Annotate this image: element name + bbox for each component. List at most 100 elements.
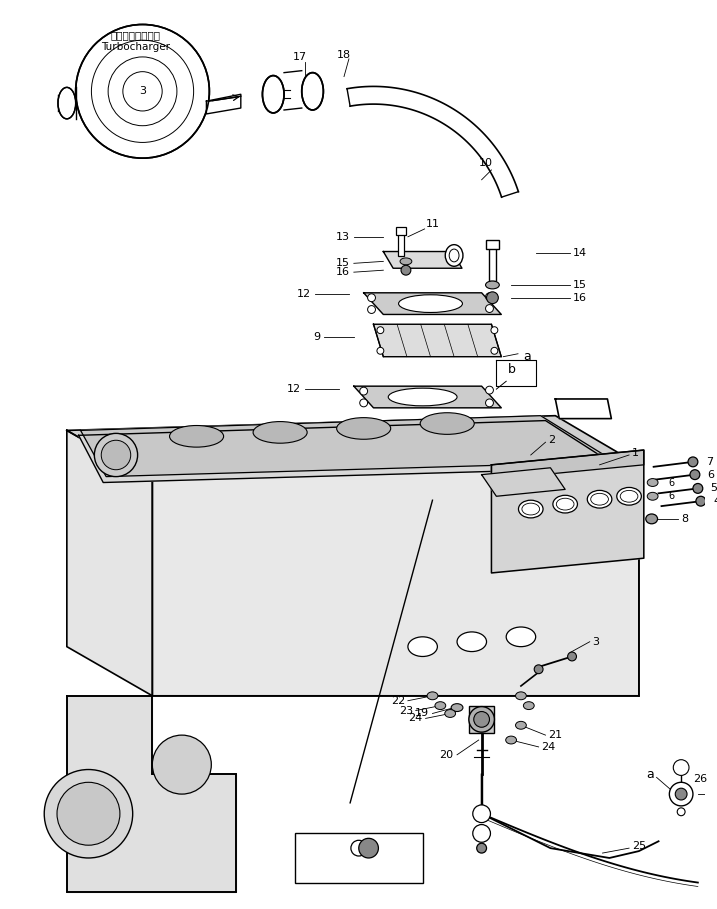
Ellipse shape bbox=[427, 692, 438, 700]
Ellipse shape bbox=[377, 347, 384, 355]
Ellipse shape bbox=[445, 245, 463, 266]
Ellipse shape bbox=[399, 295, 462, 313]
Text: 6: 6 bbox=[708, 470, 715, 480]
Text: 18: 18 bbox=[337, 50, 351, 60]
Polygon shape bbox=[67, 431, 152, 695]
Ellipse shape bbox=[58, 87, 76, 119]
Circle shape bbox=[152, 735, 212, 794]
Circle shape bbox=[673, 760, 689, 775]
Polygon shape bbox=[206, 95, 241, 114]
Ellipse shape bbox=[587, 490, 612, 508]
Bar bbox=[398, 229, 404, 256]
Text: 15: 15 bbox=[573, 280, 587, 290]
Text: 3: 3 bbox=[139, 86, 146, 96]
Ellipse shape bbox=[485, 293, 493, 301]
Text: 24: 24 bbox=[409, 714, 422, 724]
Text: b: b bbox=[508, 363, 516, 376]
Ellipse shape bbox=[518, 500, 543, 518]
Ellipse shape bbox=[485, 386, 493, 395]
Polygon shape bbox=[384, 252, 462, 268]
Ellipse shape bbox=[647, 478, 658, 486]
Ellipse shape bbox=[400, 258, 412, 265]
Text: 6: 6 bbox=[668, 491, 675, 501]
Text: 20: 20 bbox=[439, 750, 453, 760]
Polygon shape bbox=[364, 293, 501, 315]
Text: 26: 26 bbox=[693, 774, 707, 784]
Ellipse shape bbox=[420, 413, 474, 435]
Polygon shape bbox=[491, 450, 644, 573]
Text: 9: 9 bbox=[313, 332, 320, 342]
Text: 16: 16 bbox=[336, 267, 350, 277]
Ellipse shape bbox=[360, 399, 368, 407]
Ellipse shape bbox=[506, 627, 536, 646]
Circle shape bbox=[57, 783, 120, 845]
Text: Engine  No. 97284～: Engine No. 97284～ bbox=[297, 874, 393, 884]
Polygon shape bbox=[491, 450, 644, 480]
Bar bbox=[295, 834, 422, 883]
Bar bbox=[485, 240, 499, 248]
Text: 25: 25 bbox=[632, 841, 646, 851]
Ellipse shape bbox=[451, 704, 463, 712]
Text: FWD: FWD bbox=[567, 404, 593, 414]
Polygon shape bbox=[556, 399, 612, 419]
Text: 7: 7 bbox=[706, 457, 713, 467]
Bar bbox=[488, 242, 496, 281]
Ellipse shape bbox=[688, 457, 698, 467]
Text: 8: 8 bbox=[681, 514, 688, 524]
Ellipse shape bbox=[568, 652, 576, 661]
Text: 適用号機: 適用号機 bbox=[297, 864, 320, 874]
Polygon shape bbox=[67, 415, 639, 480]
Ellipse shape bbox=[401, 265, 411, 275]
Ellipse shape bbox=[408, 637, 437, 656]
Text: ターボチャージャ: ターボチャージャ bbox=[110, 30, 161, 40]
Circle shape bbox=[473, 804, 490, 823]
Ellipse shape bbox=[368, 305, 376, 314]
Text: 16: 16 bbox=[573, 293, 587, 303]
Text: a: a bbox=[646, 768, 654, 781]
Ellipse shape bbox=[388, 388, 457, 405]
Text: 26: 26 bbox=[310, 842, 326, 854]
Circle shape bbox=[670, 783, 693, 806]
Text: 17: 17 bbox=[293, 52, 307, 62]
Ellipse shape bbox=[491, 347, 498, 355]
Ellipse shape bbox=[262, 75, 284, 113]
Ellipse shape bbox=[647, 493, 658, 500]
Ellipse shape bbox=[523, 702, 534, 710]
Ellipse shape bbox=[477, 844, 487, 853]
Ellipse shape bbox=[445, 710, 455, 717]
Ellipse shape bbox=[169, 425, 224, 447]
Ellipse shape bbox=[253, 422, 307, 444]
Ellipse shape bbox=[534, 664, 543, 674]
Text: 12: 12 bbox=[287, 385, 300, 395]
Text: 11: 11 bbox=[426, 219, 440, 229]
Ellipse shape bbox=[485, 305, 493, 313]
Ellipse shape bbox=[435, 702, 446, 710]
Text: 13: 13 bbox=[336, 232, 350, 242]
Circle shape bbox=[473, 824, 490, 843]
Polygon shape bbox=[80, 415, 615, 476]
Circle shape bbox=[95, 434, 138, 476]
Text: 1: 1 bbox=[632, 448, 639, 458]
Ellipse shape bbox=[368, 294, 376, 302]
Text: b: b bbox=[488, 240, 496, 253]
Text: 5: 5 bbox=[711, 484, 717, 494]
Ellipse shape bbox=[646, 514, 657, 524]
Ellipse shape bbox=[516, 722, 526, 729]
Ellipse shape bbox=[553, 495, 577, 513]
Text: 3: 3 bbox=[593, 636, 599, 646]
Ellipse shape bbox=[487, 292, 498, 304]
Polygon shape bbox=[374, 325, 501, 356]
Ellipse shape bbox=[485, 281, 499, 289]
Text: 6: 6 bbox=[668, 477, 675, 487]
Circle shape bbox=[351, 840, 366, 856]
Ellipse shape bbox=[449, 249, 459, 262]
Text: 22: 22 bbox=[391, 695, 405, 705]
Text: 2: 2 bbox=[549, 435, 556, 445]
Circle shape bbox=[474, 712, 490, 727]
Ellipse shape bbox=[485, 399, 493, 407]
Polygon shape bbox=[354, 386, 501, 408]
Polygon shape bbox=[482, 468, 565, 496]
Polygon shape bbox=[79, 421, 619, 483]
Ellipse shape bbox=[516, 692, 526, 700]
Polygon shape bbox=[152, 464, 639, 695]
